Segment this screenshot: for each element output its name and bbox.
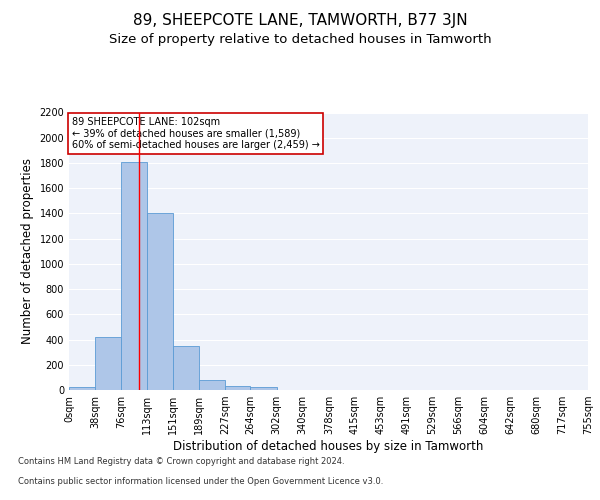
Bar xyxy=(173,346,199,390)
Bar xyxy=(121,162,146,390)
Text: 89, SHEEPCOTE LANE, TAMWORTH, B77 3JN: 89, SHEEPCOTE LANE, TAMWORTH, B77 3JN xyxy=(133,12,467,28)
Bar xyxy=(146,214,173,390)
Text: Contains HM Land Registry data © Crown copyright and database right 2024.: Contains HM Land Registry data © Crown c… xyxy=(18,458,344,466)
Text: 89 SHEEPCOTE LANE: 102sqm
← 39% of detached houses are smaller (1,589)
60% of se: 89 SHEEPCOTE LANE: 102sqm ← 39% of detac… xyxy=(71,116,319,150)
X-axis label: Distribution of detached houses by size in Tamworth: Distribution of detached houses by size … xyxy=(173,440,484,453)
Y-axis label: Number of detached properties: Number of detached properties xyxy=(21,158,34,344)
Bar xyxy=(69,388,95,390)
Bar xyxy=(250,388,277,390)
Text: Contains public sector information licensed under the Open Government Licence v3: Contains public sector information licen… xyxy=(18,478,383,486)
Text: Size of property relative to detached houses in Tamworth: Size of property relative to detached ho… xyxy=(109,32,491,46)
Bar xyxy=(225,386,250,390)
Bar xyxy=(95,337,121,390)
Bar xyxy=(199,380,225,390)
